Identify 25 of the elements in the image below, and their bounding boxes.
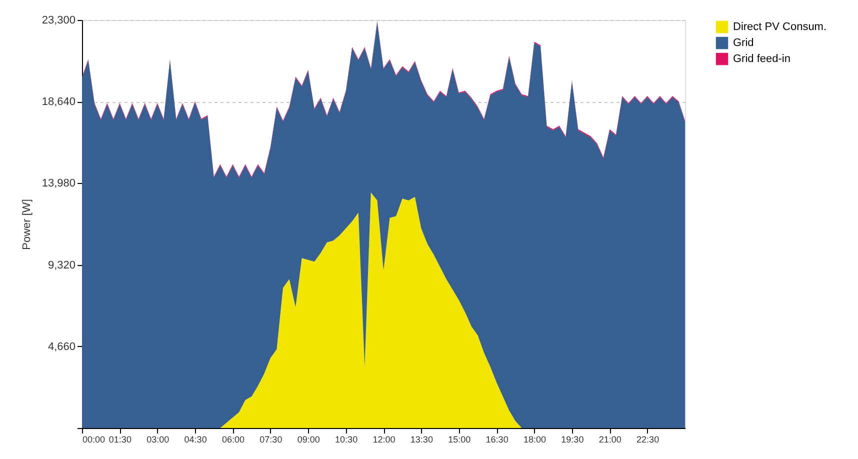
x-tick-label: 04:30 (184, 434, 207, 444)
y-axis-title: Power [W] (20, 199, 33, 250)
x-tick-label: 03:00 (146, 434, 170, 444)
x-tick-label: 10:30 (335, 434, 358, 444)
x-tick-label: 15:00 (448, 434, 471, 444)
x-tick-label: 19:30 (561, 434, 584, 444)
y-tick-label: 9,320 (48, 259, 76, 272)
y-tick-label: 4,660 (48, 340, 76, 353)
x-tick-label: 09:00 (297, 434, 320, 444)
y-tick-label: 18,640 (42, 96, 76, 108)
x-tick-label: 00:00 (82, 434, 106, 444)
x-tick-label: 07:30 (260, 434, 282, 444)
x-tick-label: 21:00 (598, 434, 622, 444)
x-tick-label: 18:00 (523, 434, 546, 444)
legend-label: Grid (733, 37, 754, 49)
x-tick-label: 16:30 (486, 434, 508, 444)
x-tick-label: 12:00 (372, 434, 396, 444)
x-tick-label: 22:30 (636, 434, 660, 444)
y-tick-label: 13,980 (42, 178, 76, 190)
x-tick-label: 06:00 (222, 434, 245, 444)
legend-label: Direct PV Consum. (733, 21, 827, 33)
legend-label: Grid feed-in (733, 53, 790, 65)
y-tick-label: 23,300 (42, 14, 76, 26)
x-tick-label: 13:30 (410, 434, 433, 444)
x-tick-label: 01:30 (108, 434, 132, 444)
